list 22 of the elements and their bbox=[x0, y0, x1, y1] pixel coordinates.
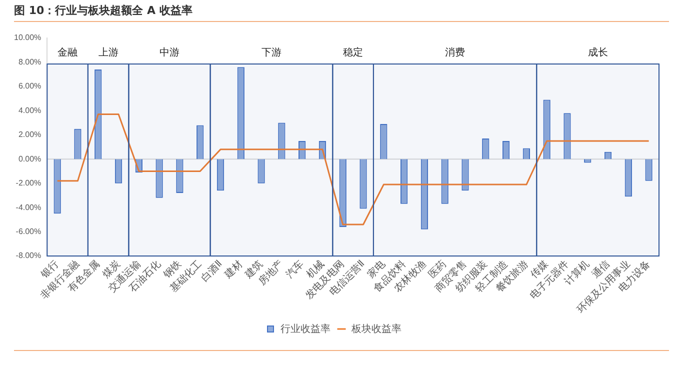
band-label: 上游 bbox=[98, 46, 118, 59]
y-tick-label: 6.00% bbox=[18, 82, 42, 91]
band-label: 消费 bbox=[445, 46, 466, 59]
x-tick-label: 汽车 bbox=[284, 258, 306, 280]
band-label: 金融 bbox=[58, 46, 78, 59]
y-tick-label: 0.00% bbox=[18, 154, 42, 164]
band-label: 成长 bbox=[588, 46, 608, 59]
x-tick-label: 建材 bbox=[222, 258, 245, 282]
chart-title: 图 10：行业与板块超额全 A 收益率 bbox=[14, 3, 192, 18]
legend-label: 板块收益率 bbox=[350, 322, 402, 335]
y-tick-label: 10.00% bbox=[14, 33, 42, 42]
band-label: 中游 bbox=[160, 46, 180, 59]
band-label: 下游 bbox=[261, 46, 282, 59]
y-tick-label: -6.00% bbox=[16, 226, 42, 236]
y-tick-label: -4.00% bbox=[16, 202, 42, 212]
y-tick-label: -8.00% bbox=[16, 251, 42, 260]
y-tick-label: -2.00% bbox=[16, 178, 42, 188]
legend-label: 行业收益率 bbox=[280, 322, 330, 335]
y-tick-label: 8.00% bbox=[18, 57, 42, 66]
y-tick-label: 4.00% bbox=[18, 106, 42, 115]
y-tick-label: 2.00% bbox=[18, 130, 42, 140]
band-label: 稳定 bbox=[343, 46, 364, 59]
